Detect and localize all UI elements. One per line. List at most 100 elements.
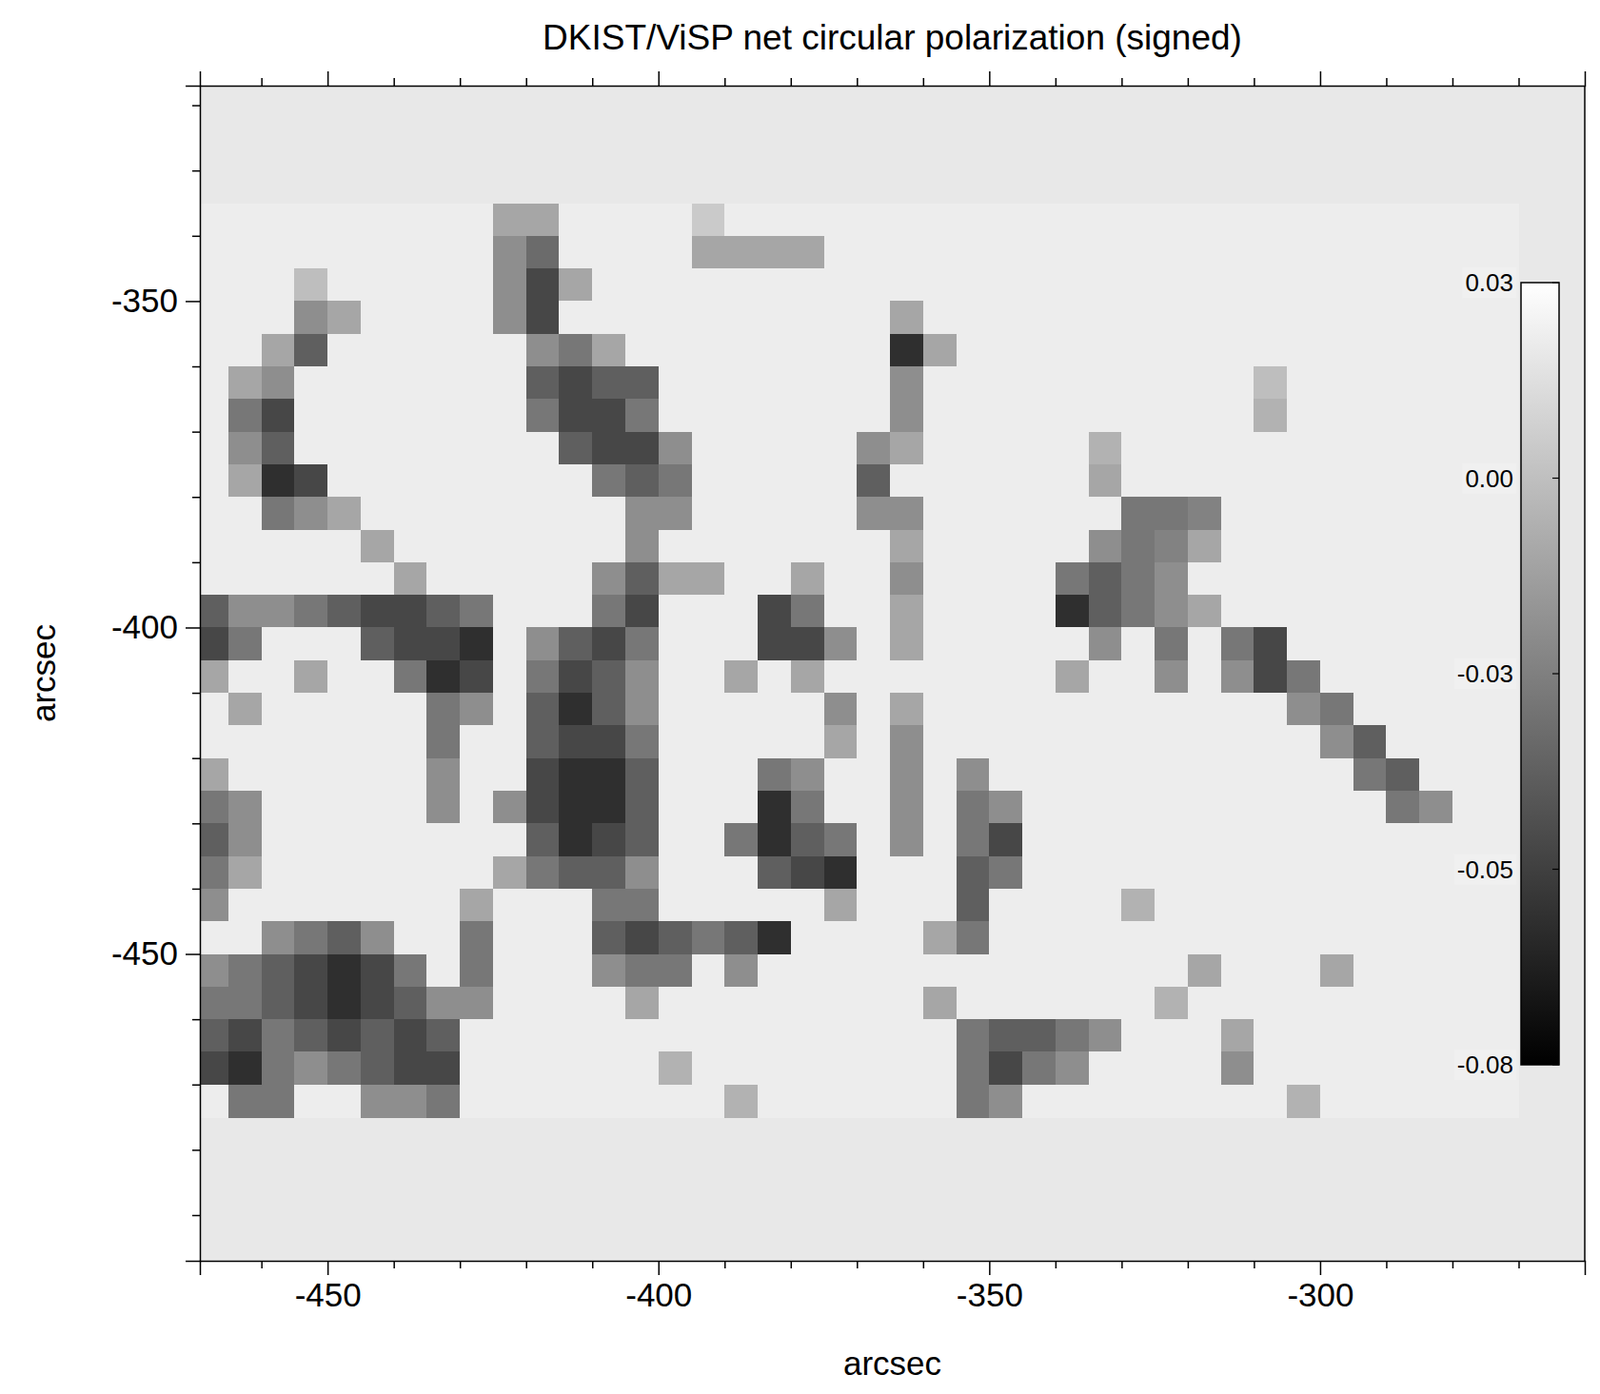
cell	[824, 758, 858, 792]
cell	[394, 236, 428, 270]
cell	[824, 725, 858, 759]
cell	[526, 823, 560, 857]
cell	[790, 236, 825, 270]
tick	[1385, 1261, 1387, 1269]
cell	[294, 464, 328, 498]
label-patch	[1461, 463, 1517, 494]
cell	[757, 398, 791, 433]
cell	[1253, 236, 1287, 270]
cell	[625, 1085, 659, 1119]
cell	[426, 758, 460, 792]
cell	[526, 300, 560, 335]
cell	[988, 530, 1023, 564]
cell	[1419, 464, 1453, 498]
cell	[625, 660, 659, 694]
colorbar-label: 0.03	[1464, 268, 1514, 297]
cell	[790, 1051, 825, 1086]
tick-mark	[1055, 1261, 1058, 1269]
cell	[923, 1051, 957, 1086]
tick	[526, 78, 528, 86]
cell	[1187, 203, 1222, 238]
cell	[1187, 758, 1222, 792]
cell	[394, 530, 428, 564]
cell	[360, 823, 395, 857]
cell	[757, 660, 791, 694]
cell	[1055, 1051, 1089, 1086]
cell	[956, 660, 990, 694]
cell	[1253, 366, 1287, 400]
tick-mark	[192, 1149, 200, 1152]
cell	[394, 921, 428, 955]
cell	[1385, 888, 1420, 923]
tick	[592, 1261, 593, 1269]
cell	[1286, 562, 1321, 596]
cell	[1121, 334, 1155, 368]
cell	[691, 300, 726, 335]
cell	[294, 758, 328, 792]
cell	[1286, 236, 1321, 270]
cell	[1385, 627, 1420, 661]
cell	[923, 594, 957, 629]
tick-mark	[1452, 1261, 1455, 1269]
tick-mark	[988, 71, 991, 86]
cell	[1022, 987, 1056, 1021]
cell	[1286, 823, 1321, 857]
cell	[658, 334, 692, 368]
cell	[1452, 300, 1486, 335]
cell	[889, 1085, 924, 1119]
cell	[1121, 432, 1155, 466]
cell	[261, 856, 296, 890]
cell	[261, 1019, 296, 1053]
tick-mark	[1055, 78, 1058, 86]
cell	[856, 496, 890, 531]
axis-line	[185, 86, 201, 1263]
cell	[294, 921, 328, 955]
cell	[691, 562, 726, 596]
cell	[360, 268, 395, 302]
cell	[558, 790, 593, 825]
cell	[426, 203, 460, 238]
cell	[526, 725, 560, 759]
cell	[592, 464, 626, 498]
cell	[1452, 790, 1486, 825]
cell	[459, 921, 494, 955]
tick-mark	[790, 1261, 793, 1269]
cell	[327, 790, 361, 825]
cell	[1419, 203, 1453, 238]
tick	[790, 1261, 792, 1269]
cell	[360, 692, 395, 727]
cell	[426, 790, 460, 825]
cell	[824, 888, 858, 923]
cell	[856, 987, 890, 1021]
cell	[394, 594, 428, 629]
cell	[1187, 888, 1222, 923]
cell	[1055, 236, 1089, 270]
cell	[294, 692, 328, 727]
cell	[889, 725, 924, 759]
cell	[1286, 725, 1321, 759]
tick-mark	[724, 78, 727, 86]
cell	[592, 268, 626, 302]
cell	[1055, 594, 1089, 629]
cell	[228, 692, 262, 727]
cell	[757, 725, 791, 759]
cell	[327, 398, 361, 433]
cell	[394, 464, 428, 498]
cell	[360, 496, 395, 531]
cell	[1088, 692, 1123, 727]
cell	[956, 334, 990, 368]
tick-mark	[393, 1261, 396, 1269]
cell	[790, 268, 825, 302]
cell	[988, 987, 1023, 1021]
tick: -400	[625, 1261, 692, 1314]
cell	[1452, 692, 1486, 727]
cell	[327, 562, 361, 596]
cell	[1055, 692, 1089, 727]
cell	[856, 1019, 890, 1053]
cell	[228, 758, 262, 792]
cell	[1187, 594, 1222, 629]
cell	[1088, 1085, 1123, 1119]
tick-mark	[192, 104, 200, 107]
cell	[1253, 464, 1287, 498]
tick	[459, 1261, 461, 1269]
